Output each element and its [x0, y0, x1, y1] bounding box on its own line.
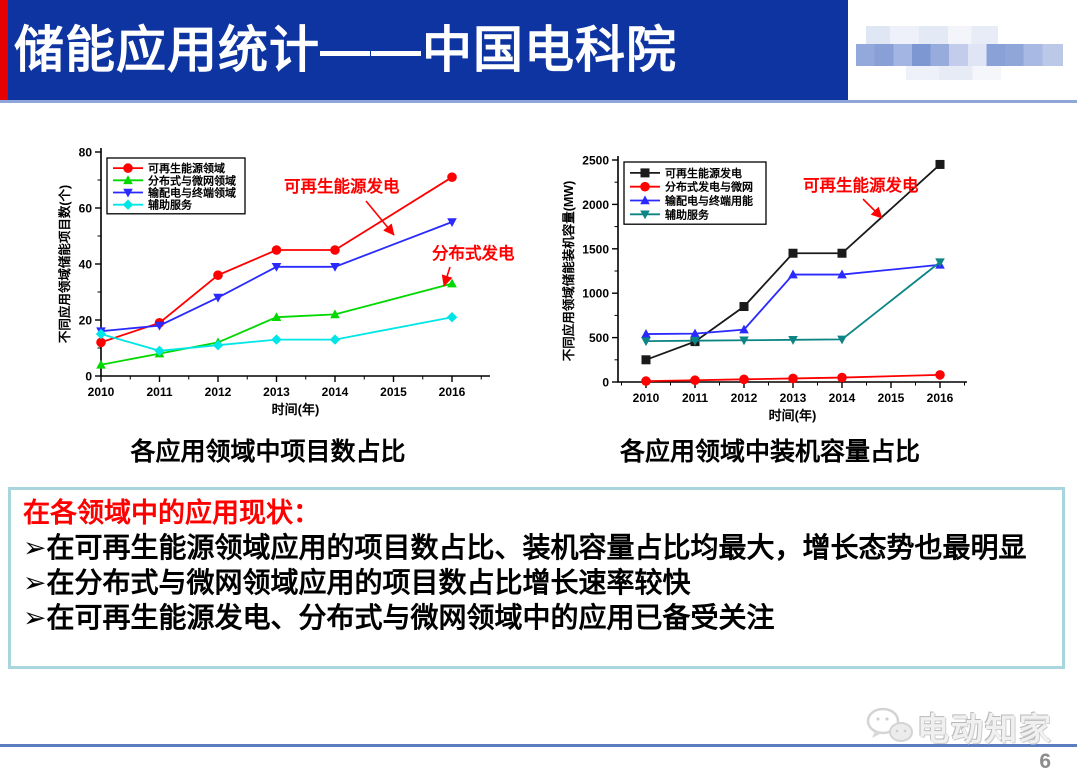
svg-text:辅助服务: 辅助服务 [665, 207, 710, 221]
svg-text:20: 20 [79, 314, 93, 328]
page-title: 储能应用统计——中国电科院 [14, 22, 677, 78]
svg-text:分布式发电与微网: 分布式发电与微网 [665, 180, 753, 194]
censored-logo-mosaic-top [866, 26, 998, 46]
censored-logo-mosaic-low [906, 66, 1001, 80]
summary-item: ➢在可再生能源发电、分布式与微网领域中的应用已备受关注 [23, 602, 775, 633]
svg-text:时间(年): 时间(年) [769, 408, 817, 423]
svg-text:2014: 2014 [322, 385, 349, 399]
projects-line-chart-svg: 0 20 40 60 80 2010 2011 2012 2013 2014 2015 2016 时间(… [57, 146, 515, 418]
svg-text:2016: 2016 [439, 385, 466, 399]
projects-line-chart: 0 20 40 60 80 2010 2011 2012 2013 2014 2015 2016 时间(… [57, 138, 518, 438]
capacity-line-chart-svg: 0 500 1000 1500 2000 2500 2010 2011 2012 2013 2014… [561, 154, 967, 423]
svg-text:2010: 2010 [633, 391, 660, 405]
watermark-logo: 电动知家 [865, 704, 1065, 750]
summary-title: 在各领域中的应用现状： [23, 498, 320, 528]
header-bar: 储能应用统计——中国电科院 [0, 0, 848, 100]
svg-text:2016: 2016 [927, 391, 954, 405]
svg-text:分布式与微网领域: 分布式与微网领域 [148, 173, 236, 187]
wechat-bubbles-icon [866, 707, 913, 742]
watermark-logo-text: 电动知家 [917, 711, 1054, 747]
svg-text:分布式发电: 分布式发电 [432, 243, 515, 263]
page-number: 6 [1039, 750, 1051, 773]
svg-text:2000: 2000 [582, 198, 609, 212]
svg-text:2011: 2011 [146, 385, 172, 399]
summary-item: ➢在可再生能源领域应用的项目数占比、装机容量占比均最大，增长态势也最明显 [23, 532, 1027, 563]
svg-text:500: 500 [589, 331, 609, 345]
svg-text:2013: 2013 [780, 391, 807, 405]
svg-text:2500: 2500 [582, 154, 609, 168]
summary-item: ➢在分布式与微网领域应用的项目数占比增长速率较快 [23, 567, 691, 598]
svg-text:输配电与终端用能: 输配电与终端用能 [665, 194, 753, 208]
svg-text:可再生能源发电: 可再生能源发电 [665, 166, 742, 180]
svg-text:0: 0 [602, 376, 609, 390]
svg-text:不同应用领域储能项目数(个): 不同应用领域储能项目数(个) [57, 185, 72, 343]
svg-text:输配电与终端领域: 输配电与终端领域 [148, 186, 236, 200]
header-divider [0, 100, 1077, 103]
svg-text:可再生能源发电: 可再生能源发电 [284, 176, 400, 196]
svg-text:1500: 1500 [582, 242, 609, 256]
svg-text:0: 0 [85, 370, 92, 384]
svg-text:2015: 2015 [380, 385, 407, 399]
svg-text:2015: 2015 [878, 391, 905, 405]
capacity-chart-caption: 各应用领域中装机容量占比 [619, 438, 920, 466]
svg-text:2013: 2013 [263, 385, 290, 399]
svg-text:不同应用领域储能装机容量(MW): 不同应用领域储能装机容量(MW) [561, 181, 576, 362]
censored-logo-mosaic-mid [856, 44, 1063, 66]
svg-text:1000: 1000 [582, 287, 609, 301]
svg-text:时间(年): 时间(年) [272, 402, 320, 417]
svg-text:可再生能源领域: 可再生能源领域 [148, 161, 225, 175]
projects-chart-caption: 各应用领域中项目数占比 [130, 438, 406, 466]
svg-text:可再生能源发电: 可再生能源发电 [803, 175, 919, 195]
capacity-line-chart: 0 500 1000 1500 2000 2500 2010 2011 2012 2013 2014… [561, 138, 1023, 438]
svg-text:2010: 2010 [88, 385, 115, 399]
summary-box: 在各领域中的应用现状： ➢在可再生能源领域应用的项目数占比、装机容量占比均最大，… [8, 487, 1065, 669]
svg-text:40: 40 [79, 258, 93, 272]
svg-text:2014: 2014 [829, 391, 856, 405]
censored-logo [848, 0, 1077, 100]
summary-list: ➢在可再生能源领域应用的项目数占比、装机容量占比均最大，增长态势也最明显 ➢在分… [23, 530, 1050, 635]
svg-text:80: 80 [79, 146, 93, 160]
svg-text:辅助服务: 辅助服务 [148, 198, 193, 212]
svg-text:2012: 2012 [731, 391, 758, 405]
svg-text:2011: 2011 [682, 391, 708, 405]
header-accent-bar [0, 0, 8, 100]
footer-divider-line [0, 744, 1077, 747]
svg-text:2012: 2012 [205, 385, 232, 399]
svg-text:60: 60 [79, 202, 93, 216]
